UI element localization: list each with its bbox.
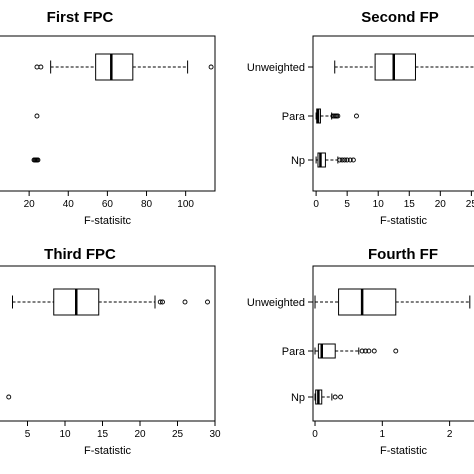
x-tick-label: 15: [97, 429, 109, 440]
panel-3: Third FPC 5 10 15 20 25 30 F-statistic: [0, 246, 221, 457]
outlier-point: [371, 348, 377, 354]
panel-title: Third FPC: [44, 246, 116, 263]
x-tick-label: 5: [344, 199, 350, 210]
x-tick-label: 25: [466, 199, 474, 210]
outlier-point: [34, 113, 40, 119]
plot-frame: [312, 35, 474, 192]
x-tick-label: 40: [63, 199, 75, 210]
plot-frame: [0, 35, 216, 192]
panel-title: First FPC: [47, 9, 114, 26]
panel-title: Fourth FF: [368, 246, 438, 263]
outlier-point: [350, 157, 356, 163]
category-label: Para: [282, 346, 306, 358]
outlier-point: [335, 113, 341, 119]
x-axis-label: F-statisitc: [84, 215, 132, 227]
x-tick-label: 30: [209, 429, 221, 440]
outlier-point: [342, 157, 348, 163]
outlier-point: [157, 299, 163, 305]
category-label: Np: [291, 155, 305, 167]
outlier-point: [6, 394, 12, 400]
outlier-point: [338, 394, 344, 400]
panel-4: Fourth FF 0 1 2 F-statistic Unweighted Para Np: [247, 246, 474, 457]
x-tick-label: 15: [404, 199, 416, 210]
outlier-point: [332, 394, 338, 400]
outlier-point: [339, 157, 345, 163]
x-tick-label: 25: [172, 429, 184, 440]
panel-1: First FPC 20 40 60 80 100 F-statisitc: [0, 9, 216, 227]
iqr-box: [95, 53, 134, 81]
x-tick-label: 0: [312, 429, 318, 440]
x-tick-label: 80: [141, 199, 153, 210]
outlier-point: [347, 157, 353, 163]
outlier-point: [34, 64, 40, 70]
x-tick-label: 5: [25, 429, 31, 440]
category-label: Unweighted: [247, 297, 305, 309]
iqr-box: [374, 53, 416, 81]
x-tick-label: 100: [177, 199, 194, 210]
x-tick-label: 1: [380, 429, 386, 440]
outlier-point: [354, 113, 359, 119]
x-tick-label: 10: [59, 429, 71, 440]
x-tick-label: 20: [134, 429, 146, 440]
x-tick-label: 0: [313, 199, 319, 210]
outlier-point: [182, 299, 188, 305]
x-tick-label: 20: [435, 199, 447, 210]
category-label: Unweighted: [247, 62, 305, 74]
x-axis-label: F-statistic: [380, 215, 428, 227]
x-tick-label: 20: [24, 199, 36, 210]
outlier-point: [205, 299, 210, 305]
outlier-point: [393, 348, 399, 354]
x-tick-label: 10: [373, 199, 385, 210]
outlier-point: [208, 64, 214, 70]
plot-frame: [0, 265, 216, 422]
x-tick-label: 60: [102, 199, 114, 210]
panel-2: Second FP 0 5 10 15 20 25 F-statistic Unweighted…: [247, 9, 474, 227]
outlier-point: [344, 157, 350, 163]
outlier-point: [366, 348, 372, 354]
x-tick-label: 2: [447, 429, 453, 440]
outlier-point: [359, 348, 365, 354]
iqr-box: [338, 288, 397, 316]
x-axis-label: F-statistic: [84, 445, 132, 457]
panel-title: Second FP: [361, 9, 439, 26]
outlier-point: [337, 157, 343, 163]
outlier-point: [38, 64, 44, 70]
category-label: Np: [291, 392, 305, 404]
outlier-point: [160, 299, 165, 305]
x-axis-label: F-statistic: [380, 445, 428, 457]
category-label: Para: [282, 111, 306, 123]
plot-frame: [312, 265, 474, 422]
outlier-point: [35, 157, 41, 163]
outlier-point: [363, 348, 368, 354]
